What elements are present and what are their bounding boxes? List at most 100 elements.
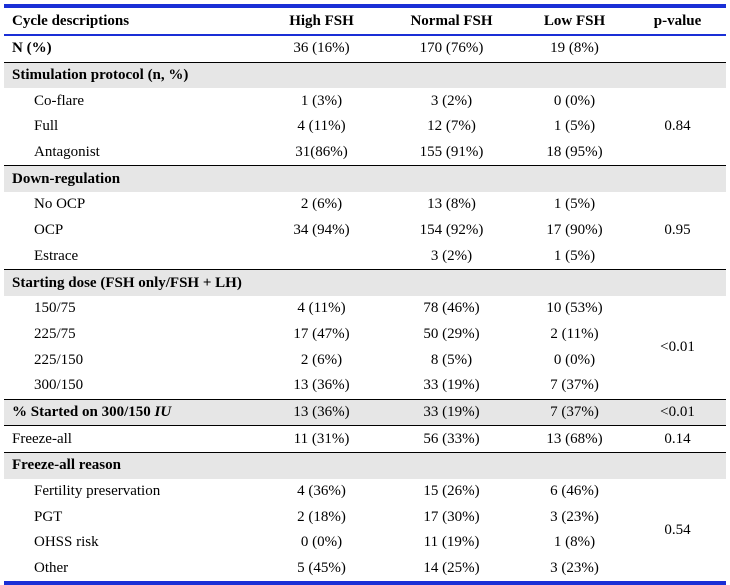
cell-p: 0.95 bbox=[664, 222, 691, 239]
cell-high: 5 (45%) bbox=[297, 560, 346, 577]
table-row: 225/150 2 (6%) 8 (5%) 0 (0%) bbox=[4, 347, 726, 373]
header-high-fsh: High FSH bbox=[289, 12, 354, 29]
cell-low: 13 (68%) bbox=[520, 425, 629, 453]
cell-p: <0.01 bbox=[629, 398, 726, 426]
cell-low: 1 (5%) bbox=[553, 118, 596, 135]
table-row: OHSS risk 0 (0%) 11 (19%) 1 (8%) bbox=[4, 530, 726, 556]
cell-high: 36 (16%) bbox=[293, 40, 350, 57]
row-label: Other bbox=[34, 560, 69, 577]
row-label: 225/75 bbox=[34, 325, 76, 342]
row-label: 300/150 bbox=[34, 377, 84, 394]
row-label: OCP bbox=[34, 222, 64, 239]
table-row: 225/75 17 (47%) 50 (29%) 2 (11%) bbox=[4, 322, 726, 348]
table-row: OCP 34 (94%) 154 (92%) 17 (90%) bbox=[4, 218, 726, 244]
cell-high: 4 (11%) bbox=[297, 300, 346, 317]
cell-high: 34 (94%) bbox=[293, 222, 350, 239]
cell-high: 2 (6%) bbox=[300, 351, 343, 368]
cell-low: 17 (90%) bbox=[546, 222, 603, 239]
cell-normal: 56 (33%) bbox=[383, 425, 520, 453]
row-label: Antagonist bbox=[34, 144, 100, 161]
cell-high: 4 (36%) bbox=[297, 483, 346, 500]
cell-normal: 3 (2%) bbox=[430, 247, 473, 264]
cell-low: 1 (5%) bbox=[553, 196, 596, 213]
cycle-descriptions-table: Cycle descriptions High FSH Normal FSH L… bbox=[4, 4, 726, 585]
table-row-started: % Started on 300/150 IU 13 (36%) 33 (19%… bbox=[4, 398, 726, 426]
cell-high: 17 (47%) bbox=[293, 325, 350, 342]
row-label: 150/75 bbox=[34, 300, 76, 317]
cell-high: 13 (36%) bbox=[260, 398, 383, 426]
cell-p: 0.54 bbox=[664, 521, 691, 538]
section-row-starting-dose: Starting dose (FSH only/FSH + LH) bbox=[4, 269, 726, 296]
cell-normal: 33 (19%) bbox=[423, 377, 480, 394]
table-row: Antagonist 31(86%) 155 (91%) 18 (95%) bbox=[4, 140, 726, 166]
cell-high: 4 (11%) bbox=[297, 118, 346, 135]
section-title: Stimulation protocol (n, %) bbox=[4, 61, 726, 89]
row-label: Co-flare bbox=[34, 92, 84, 109]
cell-normal: 78 (46%) bbox=[423, 300, 480, 317]
cell-normal: 170 (76%) bbox=[419, 40, 484, 57]
cell-normal: 8 (5%) bbox=[430, 351, 473, 368]
cell-low: 1 (8%) bbox=[553, 534, 596, 551]
cell-normal: 3 (2%) bbox=[430, 92, 473, 109]
row-label: No OCP bbox=[34, 196, 86, 213]
started-unit: IU bbox=[154, 403, 172, 420]
cell-low: 3 (23%) bbox=[550, 560, 599, 577]
section-title: Freeze-all reason bbox=[4, 451, 726, 479]
section-title: Starting dose (FSH only/FSH + LH) bbox=[4, 269, 726, 296]
cell-low: 7 (37%) bbox=[550, 377, 599, 394]
table-row: Co-flare 1 (3%) 3 (2%) 0 (0%) 0.84 bbox=[4, 88, 726, 135]
table-row: No OCP 2 (6%) 13 (8%) 1 (5%) 0.95 bbox=[4, 192, 726, 238]
cell-high: 2 (6%) bbox=[300, 196, 343, 213]
started-label: % Started on 300/150 bbox=[12, 403, 155, 420]
cell-high: 13 (36%) bbox=[293, 377, 350, 394]
cell-high: 0 (0%) bbox=[300, 534, 343, 551]
row-label: % Started on 300/150 IU bbox=[4, 398, 260, 426]
cell-p: <0.01 bbox=[660, 338, 695, 355]
table-row: Estrace 3 (2%) 1 (5%) bbox=[4, 244, 726, 270]
cell-low: 1 (5%) bbox=[553, 247, 596, 264]
cell-normal: 13 (8%) bbox=[427, 196, 476, 213]
cell-high: 1 (3%) bbox=[300, 92, 343, 109]
cell-low: 3 (23%) bbox=[550, 508, 599, 525]
table-body: N (%) 36 (16%) 170 (76%) 19 (8%) Stimula… bbox=[4, 35, 726, 584]
cell-normal: 15 (26%) bbox=[423, 483, 480, 500]
cell-low: 0 (0%) bbox=[553, 351, 596, 368]
header-low-fsh: Low FSH bbox=[543, 12, 606, 29]
section-row-freeze-all-reason: Freeze-all reason bbox=[4, 451, 726, 479]
cell-low: 10 (53%) bbox=[546, 300, 603, 317]
section-title: Down-regulation bbox=[4, 165, 726, 193]
cell-low: 2 (11%) bbox=[550, 325, 599, 342]
cell-low: 6 (46%) bbox=[550, 483, 599, 500]
table-row: 150/75 4 (11%) 78 (46%) 10 (53%) <0.01 bbox=[4, 296, 726, 355]
cell-normal: 14 (25%) bbox=[423, 560, 480, 577]
section-row-stimulation: Stimulation protocol (n, %) bbox=[4, 61, 726, 89]
table-header: Cycle descriptions High FSH Normal FSH L… bbox=[4, 6, 726, 35]
header-normal-fsh: Normal FSH bbox=[410, 12, 493, 29]
header-p-value: p-value bbox=[653, 12, 702, 29]
cell-normal: 50 (29%) bbox=[423, 325, 480, 342]
cell-high: 2 (18%) bbox=[297, 508, 346, 525]
row-label: N (%) bbox=[12, 40, 52, 57]
cell-p: 0.14 bbox=[629, 425, 726, 453]
row-label: Fertility preservation bbox=[34, 483, 161, 500]
table-row-freeze-all: Freeze-all 11 (31%) 56 (33%) 13 (68%) 0.… bbox=[4, 425, 726, 453]
cell-normal: 17 (30%) bbox=[423, 508, 480, 525]
row-label: Freeze-all bbox=[4, 425, 260, 453]
cell-normal: 33 (19%) bbox=[383, 398, 520, 426]
cell-high: 11 (31%) bbox=[260, 425, 383, 453]
cell-low: 7 (37%) bbox=[520, 398, 629, 426]
cell-low: 19 (8%) bbox=[550, 40, 599, 57]
cell-low: 0 (0%) bbox=[553, 92, 596, 109]
header-cycle-descriptions: Cycle descriptions bbox=[12, 12, 130, 29]
table-row: PGT 2 (18%) 17 (30%) 3 (23%) bbox=[4, 504, 726, 530]
table-row: 300/150 13 (36%) 33 (19%) 7 (37%) bbox=[4, 373, 726, 399]
cell-high: 31(86%) bbox=[295, 144, 348, 161]
row-label: PGT bbox=[34, 508, 63, 525]
cell-p: 0.84 bbox=[664, 118, 691, 135]
table-row: Full 4 (11%) 12 (7%) 1 (5%) bbox=[4, 114, 726, 140]
cell-p bbox=[629, 35, 726, 62]
table-row: Other 5 (45%) 14 (25%) 3 (23%) bbox=[4, 556, 726, 584]
row-label: Estrace bbox=[34, 247, 79, 264]
row-label: Full bbox=[34, 118, 59, 135]
